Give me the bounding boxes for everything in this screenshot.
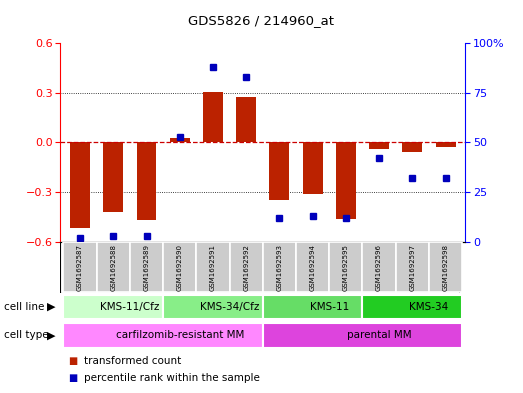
FancyBboxPatch shape	[329, 242, 362, 292]
Text: KMS-34/Cfz: KMS-34/Cfz	[200, 302, 259, 312]
Text: GSM1692590: GSM1692590	[177, 244, 183, 291]
FancyBboxPatch shape	[196, 242, 230, 292]
Text: GSM1692593: GSM1692593	[277, 244, 282, 291]
FancyBboxPatch shape	[163, 242, 196, 292]
Bar	[303, 142, 323, 194]
Bar	[104, 142, 123, 212]
Text: KMS-11: KMS-11	[310, 302, 349, 312]
FancyBboxPatch shape	[362, 295, 462, 319]
Text: transformed count: transformed count	[84, 356, 181, 366]
Text: GSM1692595: GSM1692595	[343, 244, 349, 291]
Text: ■: ■	[68, 373, 77, 384]
FancyBboxPatch shape	[263, 323, 462, 347]
Text: percentile rank within the sample: percentile rank within the sample	[84, 373, 259, 384]
Text: KMS-11/Cfz: KMS-11/Cfz	[100, 302, 160, 312]
Bar	[402, 142, 422, 152]
Bar	[369, 142, 389, 149]
Text: GDS5826 / 214960_at: GDS5826 / 214960_at	[188, 14, 335, 27]
FancyBboxPatch shape	[163, 295, 263, 319]
FancyBboxPatch shape	[429, 242, 462, 292]
Text: GSM1692587: GSM1692587	[77, 244, 83, 291]
Bar	[236, 97, 256, 142]
Text: GSM1692594: GSM1692594	[310, 244, 316, 291]
Bar	[70, 142, 90, 228]
FancyBboxPatch shape	[130, 242, 163, 292]
Text: carfilzomib-resistant MM: carfilzomib-resistant MM	[116, 330, 244, 340]
Text: GSM1692597: GSM1692597	[410, 244, 415, 291]
Text: cell line: cell line	[4, 302, 44, 312]
Bar	[170, 138, 190, 142]
Text: GSM1692591: GSM1692591	[210, 244, 216, 291]
Text: GSM1692589: GSM1692589	[143, 244, 150, 291]
Text: ▶: ▶	[47, 330, 55, 340]
Text: GSM1692598: GSM1692598	[442, 244, 449, 291]
Text: GSM1692596: GSM1692596	[376, 244, 382, 291]
FancyBboxPatch shape	[230, 242, 263, 292]
FancyBboxPatch shape	[296, 242, 329, 292]
FancyBboxPatch shape	[263, 242, 296, 292]
FancyBboxPatch shape	[60, 242, 459, 293]
Text: KMS-34: KMS-34	[410, 302, 449, 312]
FancyBboxPatch shape	[263, 295, 362, 319]
Bar	[269, 142, 289, 200]
Bar	[137, 142, 156, 220]
Bar	[336, 142, 356, 219]
FancyBboxPatch shape	[63, 295, 163, 319]
Text: ▶: ▶	[47, 302, 55, 312]
Text: GSM1692592: GSM1692592	[243, 244, 249, 291]
Bar	[203, 92, 223, 142]
Text: GSM1692588: GSM1692588	[110, 244, 116, 291]
FancyBboxPatch shape	[396, 242, 429, 292]
Bar	[436, 142, 456, 147]
FancyBboxPatch shape	[63, 242, 97, 292]
Text: parental MM: parental MM	[347, 330, 412, 340]
FancyBboxPatch shape	[97, 242, 130, 292]
Text: ■: ■	[68, 356, 77, 366]
FancyBboxPatch shape	[362, 242, 396, 292]
Text: cell type: cell type	[4, 330, 49, 340]
FancyBboxPatch shape	[63, 323, 263, 347]
